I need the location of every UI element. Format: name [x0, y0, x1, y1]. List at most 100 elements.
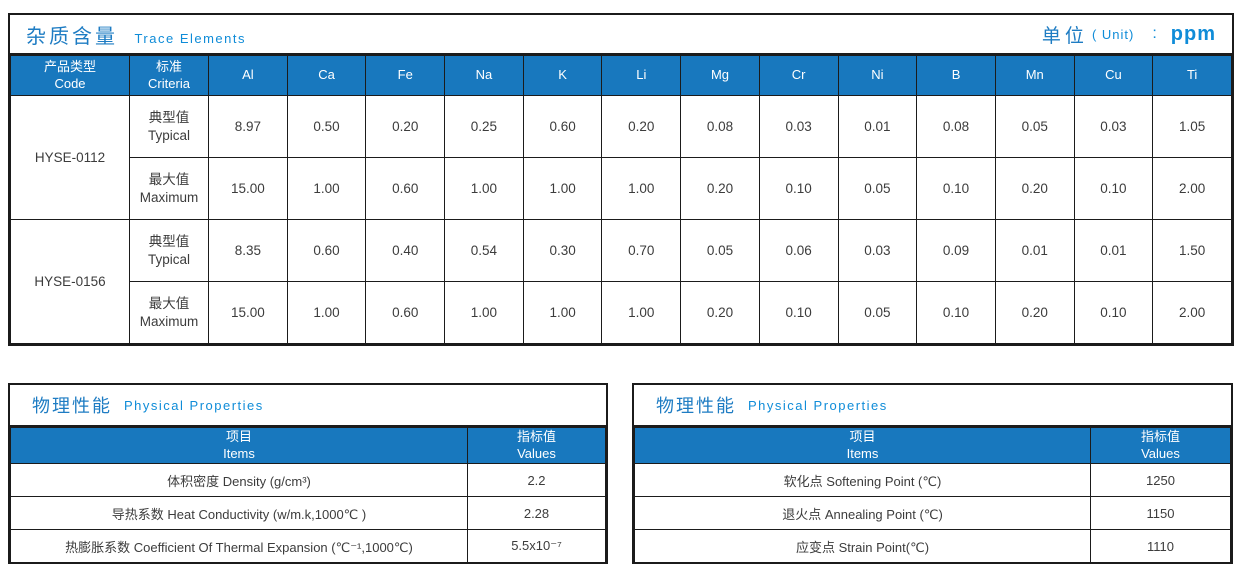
title-chinese: 物理性能 [32, 396, 112, 416]
value-cell: 0.05 [837, 157, 918, 220]
table-row: 最大值 Maximum 15.00 1.00 0.60 1.00 1.00 1.… [11, 281, 1232, 344]
product-code-cell: HYSE-0112 [10, 95, 130, 220]
physical-header-row: 项目 Items 指标值 Values [634, 427, 1231, 464]
value-cell: 0.50 [286, 95, 367, 158]
trace-elements-title: 杂质含量 Trace Elements [26, 20, 246, 49]
table-row: HYSE-0156 典型值 Typical 8.35 0.60 0.40 0.5… [10, 219, 1232, 344]
value-cell: 0.10 [758, 281, 839, 344]
value-cell: 1.05 [1152, 95, 1232, 158]
trace-header-row: 产品类型 Code 标准 Criteria Al Ca Fe Na K Li M… [10, 55, 1232, 96]
value-cell: 0.20 [994, 281, 1075, 344]
element-header-na: Na [444, 55, 524, 96]
trace-elements-grid: 产品类型 Code 标准 Criteria Al Ca Fe Na K Li M… [10, 55, 1232, 344]
criteria-cell: 最大值 Maximum [129, 157, 209, 220]
value-cell: 1150 [1090, 496, 1231, 530]
value-cell: 0.03 [837, 219, 918, 282]
value-cell: 0.06 [758, 219, 839, 282]
value-cell: 0.60 [365, 157, 446, 220]
table-row: 软化点 Softening Point (℃) 1250 [634, 463, 1231, 497]
table-row: 退火点 Annealing Point (℃) 1150 [634, 496, 1231, 530]
item-cell: 软化点 Softening Point (℃) [634, 463, 1091, 497]
value-cell: 0.60 [286, 219, 367, 282]
table-row: 最大值 Maximum 15.00 1.00 0.60 1.00 1.00 1.… [11, 157, 1232, 220]
table-row: 热膨胀系数 Coefficient Of Thermal Expansion (… [10, 529, 606, 563]
values-column-header: 指标值 Values [1090, 427, 1231, 464]
value-cell: 0.09 [916, 219, 996, 282]
value-cell: 0.03 [758, 95, 839, 158]
value-cell: 15.00 [208, 281, 288, 344]
value-cell: 0.08 [916, 95, 996, 158]
value-cell: 1.00 [522, 281, 603, 344]
item-cell: 热膨胀系数 Coefficient Of Thermal Expansion (… [10, 529, 468, 563]
title-english: Physical Properties [748, 397, 888, 413]
value-cell: 5.5x10⁻⁷ [467, 529, 606, 563]
value-cell: 1110 [1090, 529, 1231, 563]
physical-properties-title-bar: 物理性能 Physical Properties [634, 385, 1231, 427]
title-english: Physical Properties [124, 397, 264, 413]
title-chinese: 杂质含量 [26, 25, 118, 48]
value-cell: 15.00 [208, 157, 288, 220]
element-header-b: B [916, 55, 996, 96]
value-cell: 0.08 [680, 95, 760, 158]
value-cell: 2.00 [1152, 157, 1232, 220]
element-header-k: K [522, 55, 603, 96]
value-cell: 0.03 [1073, 95, 1154, 158]
value-cell: 0.60 [365, 281, 446, 344]
title-english: Trace Elements [134, 30, 247, 46]
physical-properties-grid: 项目 Items 指标值 Values 软化点 Softening Point … [634, 427, 1231, 563]
value-cell: 0.20 [680, 281, 760, 344]
value-cell: 8.97 [208, 95, 288, 158]
item-cell: 退火点 Annealing Point (℃) [634, 496, 1091, 530]
physical-properties-grid: 项目 Items 指标值 Values 体积密度 Density (g/cm³)… [10, 427, 606, 563]
item-cell: 导热系数 Heat Conductivity (w/m.k,1000℃ ) [10, 496, 468, 530]
value-cell: 0.40 [365, 219, 446, 282]
value-cell: 0.25 [444, 95, 524, 158]
physical-properties-title-bar: 物理性能 Physical Properties [10, 385, 606, 427]
items-column-header: 项目 Items [634, 427, 1091, 464]
value-cell: 0.54 [444, 219, 524, 282]
table-row: 应变点 Strain Point(℃) 1110 [634, 529, 1231, 563]
value-cell: 0.01 [1073, 219, 1154, 282]
values-column-header: 指标值 Values [467, 427, 606, 464]
title-chinese: 物理性能 [656, 396, 736, 416]
value-cell: 1250 [1090, 463, 1231, 497]
value-cell: 2.00 [1152, 281, 1232, 344]
value-cell: 1.00 [601, 281, 682, 344]
value-cell: 1.50 [1152, 219, 1232, 282]
element-header-cr: Cr [758, 55, 839, 96]
element-header-ca: Ca [286, 55, 367, 96]
criteria-cell: 典型值 Typical [129, 95, 209, 158]
unit-colon: : [1152, 25, 1157, 42]
unit-label-chinese: 单位 [1041, 25, 1088, 47]
item-cell: 应变点 Strain Point(℃) [634, 529, 1091, 563]
element-header-cu: Cu [1073, 55, 1154, 96]
table-row: 体积密度 Density (g/cm³) 2.2 [10, 463, 606, 497]
value-cell: 1.00 [444, 281, 524, 344]
physical-properties-table-left: 物理性能 Physical Properties 项目 Items 指标值 Va… [8, 383, 608, 564]
table-row: HYSE-0112 典型值 Typical 8.97 0.50 0.20 0.2… [10, 95, 1232, 220]
unit-value: ppm [1170, 22, 1216, 45]
element-header-mg: Mg [680, 55, 760, 96]
value-cell: 2.28 [467, 496, 606, 530]
value-cell: 0.60 [522, 95, 603, 158]
value-cell: 0.20 [680, 157, 760, 220]
value-cell: 0.10 [1073, 281, 1154, 344]
unit-label-english: ( Unit) [1091, 26, 1135, 42]
value-cell: 0.30 [522, 219, 603, 282]
criteria-cell: 最大值 Maximum [129, 281, 209, 344]
element-header-mn: Mn [994, 55, 1075, 96]
value-cell: 2.2 [467, 463, 606, 497]
value-cell: 0.05 [994, 95, 1075, 158]
value-cell: 0.01 [837, 95, 918, 158]
trace-elements-title-bar: 杂质含量 Trace Elements 单位 ( Unit) : ppm [10, 15, 1232, 55]
value-cell: 0.10 [1073, 157, 1154, 220]
value-cell: 1.00 [286, 281, 367, 344]
value-cell: 0.20 [994, 157, 1075, 220]
code-column-header: 产品类型 Code [10, 55, 130, 96]
criteria-column-header: 标准 Criteria [129, 55, 209, 96]
product-code-cell: HYSE-0156 [10, 219, 130, 344]
value-cell: 0.05 [680, 219, 760, 282]
element-header-al: Al [208, 55, 288, 96]
physical-properties-table-right: 物理性能 Physical Properties 项目 Items 指标值 Va… [632, 383, 1233, 564]
element-header-ni: Ni [837, 55, 918, 96]
